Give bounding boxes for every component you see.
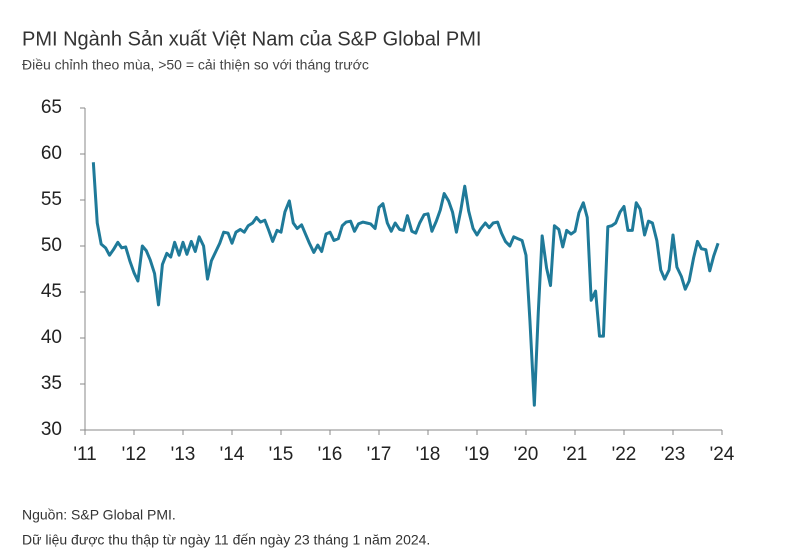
x-tick-label: '23 xyxy=(661,444,686,465)
x-tick-label: '16 xyxy=(318,444,343,465)
x-tick-label: '21 xyxy=(563,444,588,465)
x-tick-label: '11 xyxy=(73,444,96,465)
chart-title: PMI Ngành Sản xuất Việt Nam của S&P Glob… xyxy=(22,28,482,50)
y-tick-label: 40 xyxy=(41,327,62,348)
source-note: Nguồn: S&P Global PMI. xyxy=(22,507,176,523)
y-tick-label: 45 xyxy=(41,281,62,302)
x-tick-label: '14 xyxy=(220,444,245,465)
y-tick-label: 30 xyxy=(41,419,62,440)
y-tick-label: 65 xyxy=(41,97,62,118)
x-tick-label: '24 xyxy=(710,444,735,465)
y-tick-label: 35 xyxy=(41,373,62,394)
chart-subtitle: Điều chỉnh theo mùa, >50 = cải thiện so … xyxy=(22,57,369,73)
footnote: Dữ liệu được thu thập từ ngày 11 đến ngà… xyxy=(22,532,430,548)
x-tick-label: '22 xyxy=(612,444,637,465)
x-tick-label: '20 xyxy=(514,444,539,465)
x-tick-label: '19 xyxy=(465,444,490,465)
x-tick-label: '12 xyxy=(122,444,147,465)
x-tick-label: '17 xyxy=(367,444,392,465)
x-tick-label: '13 xyxy=(171,444,196,465)
x-tick-label: '15 xyxy=(269,444,294,465)
x-tick-label: '18 xyxy=(416,444,441,465)
pmi-line xyxy=(91,162,720,407)
y-tick-label: 50 xyxy=(41,235,62,256)
y-tick-label: 55 xyxy=(41,189,62,210)
y-tick-label: 60 xyxy=(41,143,62,164)
